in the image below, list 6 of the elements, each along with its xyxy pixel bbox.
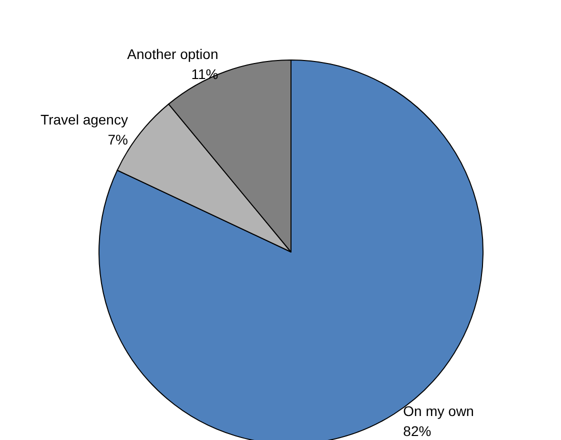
slice-label: Travel agency <box>40 111 128 128</box>
data-label: 11% <box>191 66 218 82</box>
data-label: 82% <box>403 422 432 439</box>
data-label: 7% <box>108 131 128 148</box>
slice-label: Another option <box>127 46 218 62</box>
slice-label: On my own <box>403 402 474 419</box>
